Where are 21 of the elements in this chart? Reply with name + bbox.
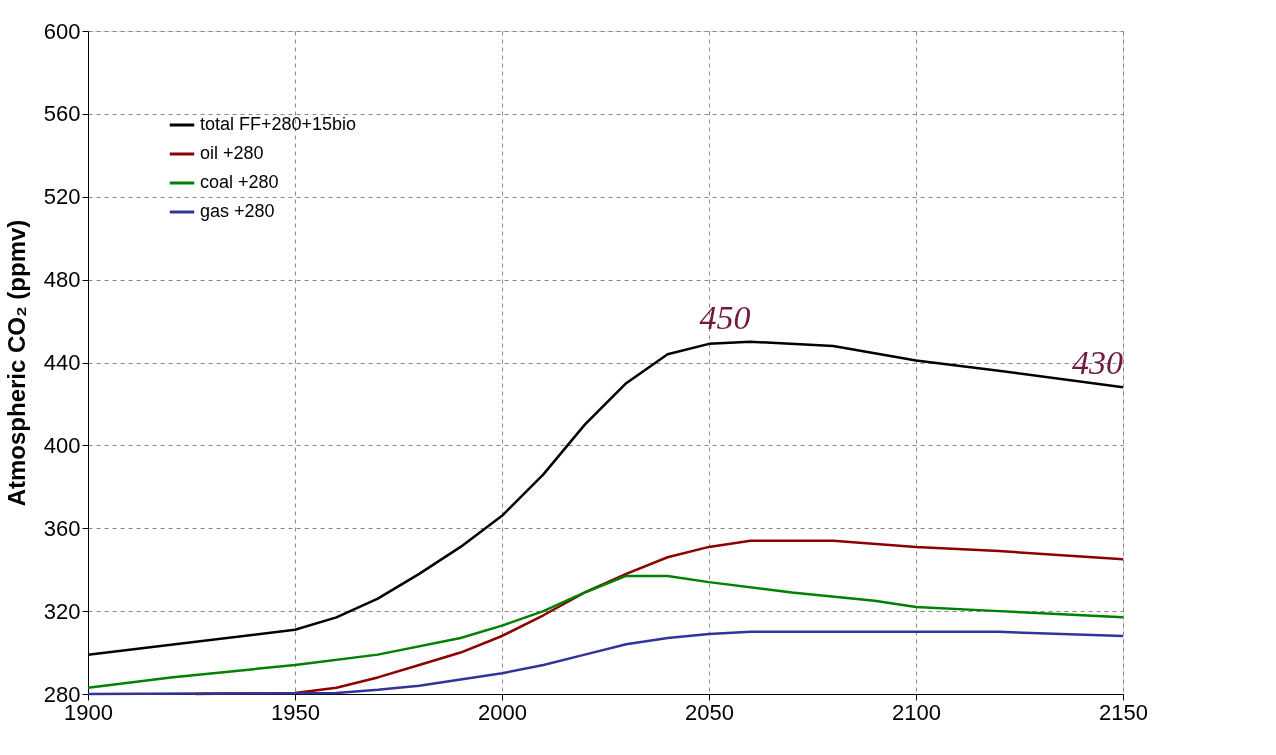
x-tick-label: 2150 bbox=[1099, 699, 1148, 725]
y-tick-label: 440 bbox=[43, 350, 81, 375]
legend-label: coal +280 bbox=[200, 172, 279, 192]
x-tick-label: 2100 bbox=[892, 699, 941, 725]
x-tick-label: 2000 bbox=[478, 699, 527, 725]
legend-label: gas +280 bbox=[200, 201, 275, 221]
y-tick-label: 520 bbox=[43, 184, 81, 210]
legend-label: total FF+280+15bio bbox=[200, 114, 357, 134]
y-tick-label: 360 bbox=[43, 515, 81, 541]
annotation: 450 bbox=[699, 298, 751, 336]
y-axis-title: Atmospheric CO₂ (ppmv) bbox=[2, 219, 30, 507]
y-tick-label: 400 bbox=[43, 432, 81, 458]
y-tick-label: 560 bbox=[43, 101, 81, 127]
legend-label: oil +280 bbox=[200, 143, 264, 163]
line-series bbox=[86, 574, 1125, 690]
y-tick-label: 320 bbox=[43, 598, 81, 624]
y-tick-label: 480 bbox=[43, 267, 81, 293]
x-tick-label: 1950 bbox=[271, 699, 320, 725]
annotation: 430 bbox=[1072, 344, 1123, 382]
x-tick-label: 2050 bbox=[685, 699, 734, 725]
y-tick-label: 600 bbox=[43, 18, 81, 44]
